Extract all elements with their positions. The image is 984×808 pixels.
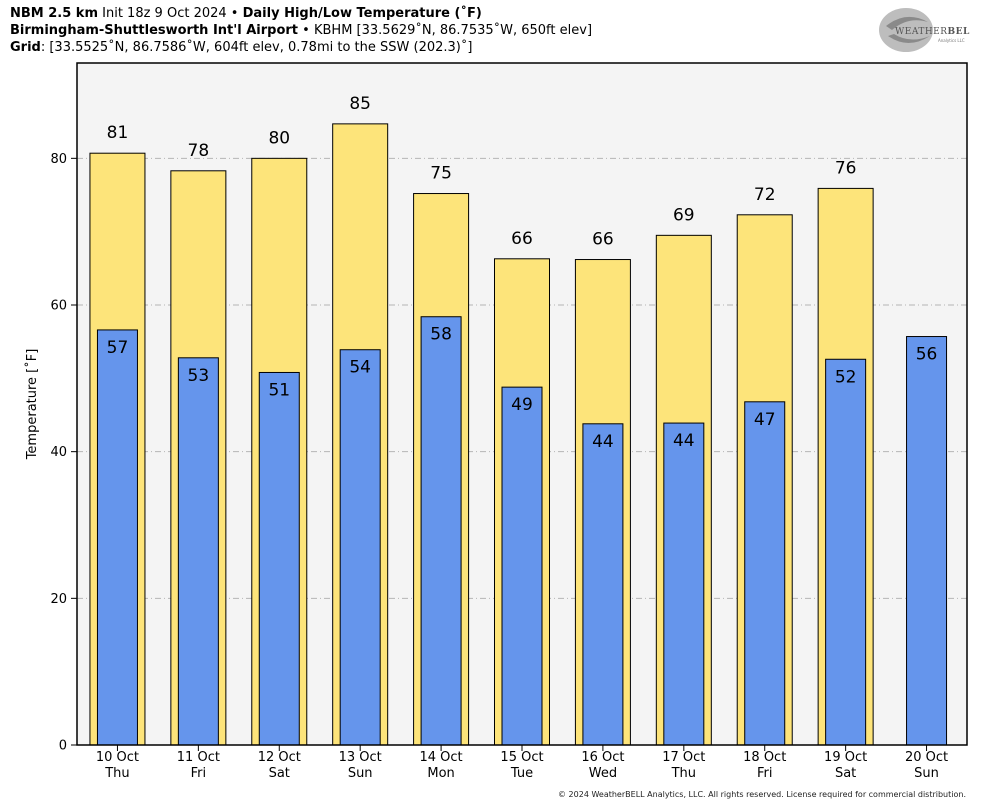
x-tick-day: Sun [914,766,939,781]
station-name: Birmingham-Shuttlesworth Int'l Airport [10,23,299,38]
low-temp-bar [825,358,867,746]
init-time: Init 18z 9 Oct 2024 [102,6,227,21]
low-temp-label: 52 [835,367,857,387]
separator: • [230,6,239,21]
x-tick-date: 14 Oct [420,750,463,765]
high-temp-label: 72 [754,185,776,205]
low-temp-label: 44 [673,431,695,451]
x-tick-date: 18 Oct [743,750,786,765]
x-tick-date: 17 Oct [662,750,705,765]
separator: • [302,23,310,38]
x-tick-day: Mon [427,766,454,781]
high-temp-label: 81 [107,123,129,143]
grid-label: Grid [10,40,41,55]
low-temp-label: 57 [107,338,129,358]
low-temp-label: 49 [511,395,533,415]
x-tick-day: Fri [757,766,773,781]
y-tick-label: 40 [50,445,67,460]
logo-text-right: BELL [948,27,970,37]
x-tick-day: Sun [348,766,373,781]
x-tick-date: 10 Oct [96,750,139,765]
low-temp-bar [744,401,786,746]
logo-subtext: Analytics LLC [938,38,965,43]
low-temp-bar [582,423,624,746]
low-temp-bar [258,371,300,746]
low-temp-label: 51 [268,380,290,400]
product-title: Daily High/Low Temperature (˚F) [242,6,482,21]
header-line-3: Grid: [33.5525˚N, 86.7586˚W, 604ft elev,… [10,40,472,56]
low-temp-bar [663,422,705,746]
low-temp-label: 47 [754,410,776,430]
x-tick-date: 13 Oct [339,750,382,765]
low-temp-bar [177,357,219,746]
header-line-2: Birmingham-Shuttlesworth Int'l Airport •… [10,23,592,39]
low-temp-label: 53 [188,366,210,386]
x-tick-date: 20 Oct [905,750,948,765]
high-temp-label: 78 [188,141,210,161]
high-temp-label: 76 [835,158,857,178]
low-temp-bar [420,316,462,746]
low-temp-label: 56 [916,345,938,365]
high-temp-label: 85 [349,94,371,114]
header-line-1: NBM 2.5 km Init 18z 9 Oct 2024 • Daily H… [10,6,482,22]
low-temp-bar [96,329,138,746]
high-temp-label: 75 [430,164,452,184]
low-temp-bar [906,336,948,746]
x-tick-day: Thu [104,766,129,781]
x-tick-day: Sat [835,766,856,781]
y-tick-label: 0 [59,739,67,754]
x-tick-day: Fri [191,766,207,781]
x-tick-date: 15 Oct [500,750,543,765]
x-tick-day: Wed [589,766,617,781]
low-temp-bar [501,386,543,746]
copyright-footer: © 2024 WeatherBELL Analytics, LLC. All r… [558,790,966,799]
svg-text:WEATHERBELL: WEATHERBELL [895,27,970,37]
weatherbell-logo: WEATHERBELL Analytics LLC [879,8,970,52]
low-temp-label: 58 [430,325,452,345]
x-tick-date: 11 Oct [177,750,220,765]
bars [89,123,948,746]
low-temp-label: 44 [592,432,614,452]
high-temp-label: 80 [268,128,290,148]
y-axis-label: Temperature [˚F] [24,349,40,461]
y-tick-label: 60 [50,299,67,314]
low-temp-bar [339,349,381,746]
x-tick-day: Tue [510,766,533,781]
station-details: KBHM [33.5629˚N, 86.7535˚W, 650ft elev] [313,23,593,38]
x-tick-date: 19 Oct [824,750,867,765]
high-temp-label: 69 [673,205,695,225]
x-tick-day: Thu [671,766,696,781]
y-tick-label: 20 [50,592,67,607]
x-tick-date: 12 Oct [258,750,301,765]
y-tick-label: 80 [50,152,67,167]
model-name: NBM 2.5 km [10,6,98,21]
high-temp-label: 66 [511,229,533,249]
grid-details: : [33.5525˚N, 86.7586˚W, 604ft elev, 0.7… [40,40,473,55]
logo-text-left: WEATHER [895,27,948,37]
low-temp-label: 54 [349,358,371,378]
x-tick-day: Sat [269,766,290,781]
x-tick-date: 16 Oct [581,750,624,765]
value-labels: 81 57 78 53 80 51 85 54 75 58 66 49 66 44 69 44 72 47 76 52… [107,94,938,452]
high-temp-label: 66 [592,230,614,250]
